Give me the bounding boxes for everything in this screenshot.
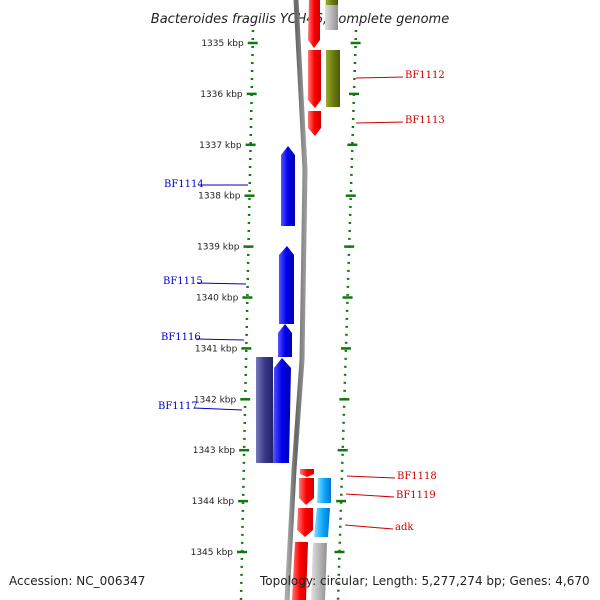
tick-label: 1341 kbp xyxy=(195,344,238,354)
gene-labels: BF1114 BF1115 BF1116 BF1117 BF1112 BF1113 BF11… xyxy=(158,70,445,533)
bf1117-arrow xyxy=(273,358,291,463)
gene-label-bf1115[interactable]: BF1115 xyxy=(163,276,203,287)
rna-feature xyxy=(314,508,330,537)
tick-label: 1337 kbp xyxy=(199,141,242,151)
unknown-feature xyxy=(325,0,338,30)
tick-label: 1338 kbp xyxy=(198,192,241,202)
accession-label: Accession: NC_006347 xyxy=(9,574,146,588)
bf1115-arrow xyxy=(279,246,294,324)
reverse-strand-track xyxy=(292,0,340,600)
bf1112-arrow xyxy=(308,50,321,108)
bf1114-arrow xyxy=(281,146,295,226)
gene-label-bf1112[interactable]: BF1112 xyxy=(405,70,445,81)
map-title: Bacteroides fragilis YCH46, complete gen… xyxy=(151,12,449,27)
gene-label-bf1117[interactable]: BF1117 xyxy=(158,401,198,412)
unknown-feature xyxy=(311,543,327,600)
tick-label: 1340 kbp xyxy=(196,294,239,304)
gene-leader-line xyxy=(196,282,247,285)
gene-leader-line xyxy=(346,475,396,479)
gene-leader-line xyxy=(344,524,394,530)
bf1117-other-feature xyxy=(256,357,273,463)
gene-label-bf1116[interactable]: BF1116 xyxy=(161,332,201,343)
reverse-gene-arrow xyxy=(308,0,320,48)
tick-label: 1342 kbp xyxy=(194,395,237,405)
rna-feature-olive xyxy=(326,0,338,5)
tick-label: 1344 kbp xyxy=(192,497,235,507)
tick-label: 1343 kbp xyxy=(193,446,236,456)
gene-leader-line xyxy=(193,407,243,411)
gene-label-bf1114[interactable]: BF1114 xyxy=(164,179,204,190)
gene-leader-line xyxy=(355,121,404,124)
gene-label-bf1119[interactable]: BF1119 xyxy=(396,490,436,501)
forward-strand-track xyxy=(256,146,295,463)
bf1118-arrow xyxy=(300,469,314,477)
rna-feature xyxy=(317,478,331,503)
gene-leader-line xyxy=(195,338,245,341)
reverse-gene-arrow xyxy=(292,542,308,600)
gene-label-adk[interactable]: adk xyxy=(395,522,414,533)
adk-arrow xyxy=(297,508,313,537)
bf1112-olive-feature xyxy=(326,50,340,107)
tick-label: 1336 kbp xyxy=(200,90,243,100)
left-ruler xyxy=(239,29,255,600)
gene-leader-line xyxy=(345,493,395,498)
bf1116-arrow xyxy=(278,324,292,357)
tick-label: 1335 kbp xyxy=(201,39,244,49)
bf1119-arrow xyxy=(299,478,314,505)
tick-label: 1345 kbp xyxy=(191,548,234,558)
gene-label-bf1113[interactable]: BF1113 xyxy=(405,115,445,126)
gene-label-bf1118[interactable]: BF1118 xyxy=(397,471,437,482)
gene-leader-line xyxy=(355,76,404,79)
bf1113-arrow xyxy=(308,111,321,136)
right-ruler xyxy=(336,29,358,600)
ruler-ticks: 1335 kbp 1336 kbp 1337 kbp 1338 kbp 1339 kbp… xyxy=(191,39,361,558)
tick-label: 1339 kbp xyxy=(197,243,240,253)
topology-label: Topology: circular; Length: 5,277,274 bp… xyxy=(260,574,590,588)
genome-backbone xyxy=(284,0,308,600)
